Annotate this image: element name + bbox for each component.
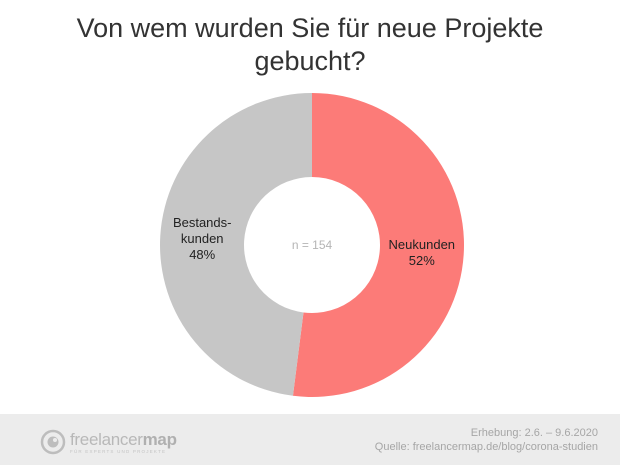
survey-period: Erhebung: 2.6. – 9.6.2020: [470, 427, 598, 439]
slice-label-1: Bestands-kunden 48%: [173, 215, 232, 262]
donut-chart: Neukunden 52% Bestands-kunden 48% n = 154: [160, 93, 465, 398]
source-link: Quelle: freelancermap.de/blog/corona-stu…: [374, 441, 598, 453]
logo-icon: [40, 429, 66, 455]
footer: freelancermap FÜR EXPERTS UND PROJEKTE E…: [0, 414, 620, 465]
logo-tagline: FÜR EXPERTS UND PROJEKTE: [70, 449, 167, 454]
logo-text: freelancermap: [70, 430, 177, 449]
chart-title: Von wem wurden Sie für neue Projekte geb…: [76, 13, 544, 76]
donut-slice-1: [160, 93, 312, 396]
slice-label-0: Neukunden 52%: [389, 237, 456, 268]
freelancermap-logo: freelancermap FÜR EXPERTS UND PROJEKTE: [40, 426, 180, 456]
source-info: Erhebung: 2.6. – 9.6.2020 Quelle: freela…: [375, 426, 598, 454]
sample-size-label: n = 154: [292, 238, 333, 252]
donut-slice-0: [292, 93, 465, 398]
